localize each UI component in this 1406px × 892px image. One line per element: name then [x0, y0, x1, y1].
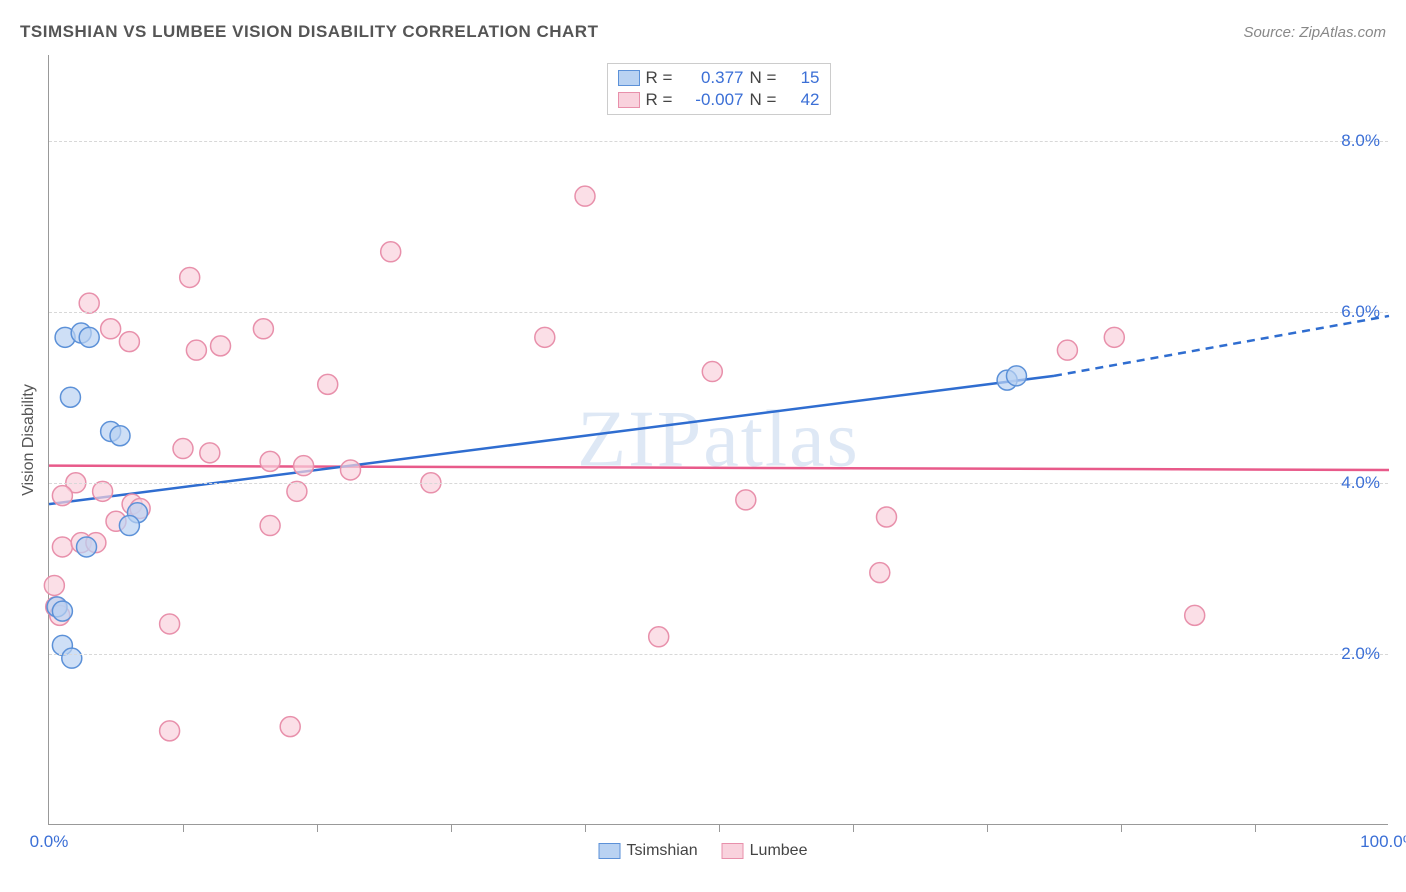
point-lumbee [160, 614, 180, 634]
point-lumbee [119, 332, 139, 352]
swatch-lumbee-icon [722, 843, 744, 859]
point-tsimshian [119, 516, 139, 536]
trendline-lumbee [49, 466, 1389, 470]
point-lumbee [186, 340, 206, 360]
trendline-tsimshian [49, 376, 1054, 504]
ytick-label: 2.0% [1341, 644, 1380, 664]
swatch-tsimshian [618, 70, 640, 86]
xtick [1121, 824, 1122, 832]
point-tsimshian [79, 327, 99, 347]
y-axis-label: Vision Disability [20, 384, 38, 496]
point-lumbee [52, 537, 72, 557]
n-label: N = [750, 90, 782, 110]
gridline [49, 654, 1388, 655]
point-tsimshian [60, 387, 80, 407]
point-tsimshian [1006, 366, 1026, 386]
point-lumbee [575, 186, 595, 206]
point-lumbee [877, 507, 897, 527]
xtick [451, 824, 452, 832]
r-label: R = [646, 90, 678, 110]
point-lumbee [1057, 340, 1077, 360]
xtick [585, 824, 586, 832]
n-value-tsimshian: 15 [788, 68, 820, 88]
xtick [317, 824, 318, 832]
plot-area: ZIPatlas R = 0.377 N = 15 R = -0.007 N =… [48, 55, 1388, 825]
point-lumbee [260, 516, 280, 536]
xtick [1255, 824, 1256, 832]
xtick [183, 824, 184, 832]
point-lumbee [381, 242, 401, 262]
point-lumbee [1104, 327, 1124, 347]
legend-item-tsimshian: Tsimshian [599, 842, 698, 860]
r-value-tsimshian: 0.377 [684, 68, 744, 88]
point-tsimshian [52, 601, 72, 621]
point-lumbee [79, 293, 99, 313]
point-lumbee [260, 451, 280, 471]
point-tsimshian [77, 537, 97, 557]
point-lumbee [44, 575, 64, 595]
point-lumbee [173, 439, 193, 459]
point-lumbee [211, 336, 231, 356]
point-lumbee [702, 362, 722, 382]
point-lumbee [294, 456, 314, 476]
legend-stats-row-1: R = 0.377 N = 15 [618, 68, 820, 88]
point-lumbee [52, 486, 72, 506]
point-lumbee [93, 481, 113, 501]
n-value-lumbee: 42 [788, 90, 820, 110]
chart-svg [49, 55, 1388, 824]
legend-stats: R = 0.377 N = 15 R = -0.007 N = 42 [607, 63, 831, 115]
point-lumbee [160, 721, 180, 741]
point-lumbee [736, 490, 756, 510]
gridline [49, 141, 1388, 142]
legend-label-tsimshian: Tsimshian [627, 842, 698, 860]
point-lumbee [535, 327, 555, 347]
point-lumbee [318, 374, 338, 394]
xtick [719, 824, 720, 832]
xtick-label-left: 0.0% [30, 832, 69, 852]
point-lumbee [870, 563, 890, 583]
point-lumbee [101, 319, 121, 339]
point-lumbee [649, 627, 669, 647]
point-lumbee [287, 481, 307, 501]
legend-stats-row-2: R = -0.007 N = 42 [618, 90, 820, 110]
source-label: Source: ZipAtlas.com [1243, 24, 1386, 41]
point-tsimshian [62, 648, 82, 668]
xtick-label-right: 100.0% [1360, 832, 1406, 852]
point-lumbee [1185, 605, 1205, 625]
legend-series: Tsimshian Lumbee [599, 842, 808, 860]
point-lumbee [253, 319, 273, 339]
point-lumbee [280, 717, 300, 737]
trendline-tsimshian-extrap [1054, 316, 1389, 376]
point-tsimshian [110, 426, 130, 446]
point-lumbee [200, 443, 220, 463]
xtick [853, 824, 854, 832]
n-label: N = [750, 68, 782, 88]
legend-item-lumbee: Lumbee [722, 842, 808, 860]
swatch-tsimshian-icon [599, 843, 621, 859]
ytick-label: 6.0% [1341, 302, 1380, 322]
gridline [49, 483, 1388, 484]
chart-title: TSIMSHIAN VS LUMBEE VISION DISABILITY CO… [20, 22, 598, 42]
swatch-lumbee [618, 92, 640, 108]
legend-label-lumbee: Lumbee [750, 842, 808, 860]
point-lumbee [341, 460, 361, 480]
r-label: R = [646, 68, 678, 88]
xtick [987, 824, 988, 832]
gridline [49, 312, 1388, 313]
ytick-label: 8.0% [1341, 131, 1380, 151]
point-lumbee [180, 267, 200, 287]
r-value-lumbee: -0.007 [684, 90, 744, 110]
ytick-label: 4.0% [1341, 473, 1380, 493]
